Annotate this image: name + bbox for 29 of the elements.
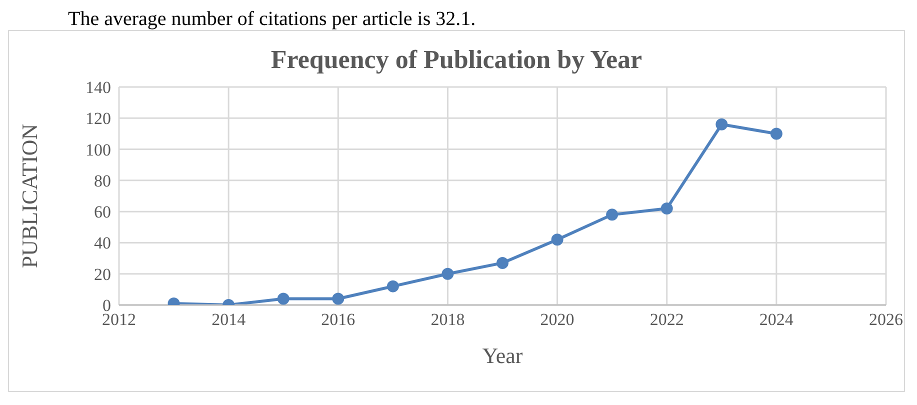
point bbox=[496, 256, 508, 269]
x-tick-label: 2016 bbox=[321, 310, 356, 330]
x-tick-label: 2012 bbox=[102, 310, 136, 330]
x-tick-label: 2026 bbox=[869, 310, 903, 330]
y-tick-label: 80 bbox=[94, 171, 111, 190]
y-tick-label: 60 bbox=[94, 202, 111, 222]
y-tick-label: 40 bbox=[94, 234, 111, 253]
point bbox=[442, 268, 454, 280]
y-tick-label: 100 bbox=[86, 140, 111, 160]
point bbox=[716, 118, 728, 130]
y-tick-label: 120 bbox=[86, 109, 111, 128]
point bbox=[277, 292, 290, 305]
text: The average number of citations per article is 32.1. bbox=[67, 8, 477, 30]
x-tick-label: 2014 bbox=[212, 310, 246, 330]
point bbox=[770, 128, 782, 140]
point bbox=[386, 280, 399, 292]
y-tick-label: 20 bbox=[94, 264, 111, 284]
x-tick-label: 2018 bbox=[430, 310, 465, 330]
point bbox=[660, 202, 673, 214]
point bbox=[332, 292, 344, 305]
x-tick-label: 2020 bbox=[540, 310, 574, 330]
point bbox=[606, 208, 618, 221]
x-tick-label: 2024 bbox=[759, 310, 794, 330]
x-tick-label: 2022 bbox=[650, 310, 684, 330]
x-axis-title: Year bbox=[482, 343, 524, 368]
point bbox=[551, 234, 564, 246]
y-tick-label: 140 bbox=[86, 78, 111, 98]
chart-title: Frequency of Publication by Year bbox=[270, 45, 644, 75]
y-axis-title: PUBLICATION bbox=[16, 124, 42, 268]
